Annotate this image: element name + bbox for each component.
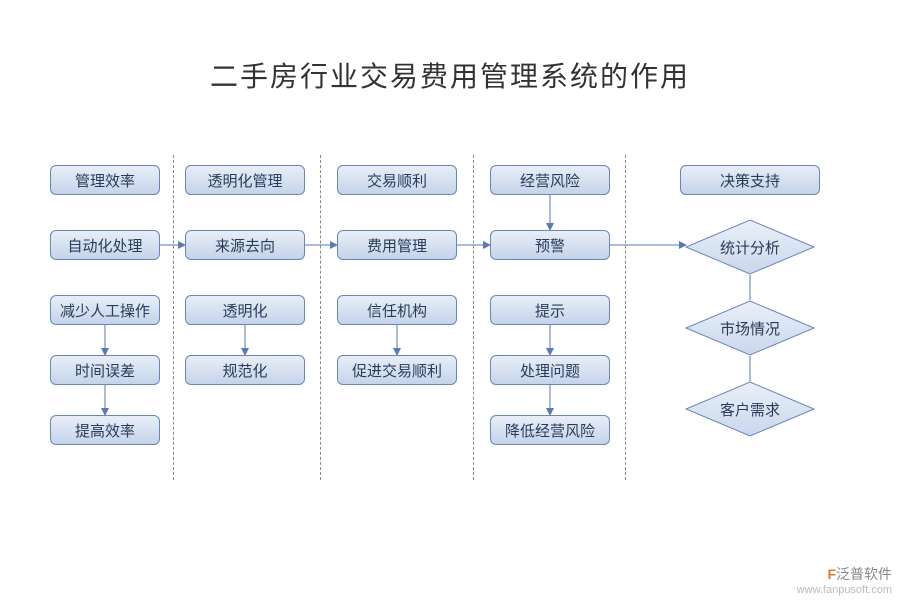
box-c5-header: 决策支持 <box>680 165 820 195</box>
box-c4-r4: 处理问题 <box>490 355 610 385</box>
box-c1-header: 管理效率 <box>50 165 160 195</box>
box-c3-r3: 信任机构 <box>337 295 457 325</box>
box-c3-r2: 费用管理 <box>337 230 457 260</box>
box-c4-r5: 降低经营风险 <box>490 415 610 445</box>
page-title: 二手房行业交易费用管理系统的作用 <box>0 55 900 95</box>
box-c4-r3: 提示 <box>490 295 610 325</box>
box-c3-header: 交易顺利 <box>337 165 457 195</box>
divider-1 <box>173 155 174 480</box>
box-c4-header: 经营风险 <box>490 165 610 195</box>
box-c1-r4: 时间误差 <box>50 355 160 385</box>
box-c2-r4: 规范化 <box>185 355 305 385</box>
box-c2-r2: 来源去向 <box>185 230 305 260</box>
box-c3-r4: 促进交易顺利 <box>337 355 457 385</box>
box-c1-r3: 减少人工操作 <box>50 295 160 325</box>
box-c4-r2: 预警 <box>490 230 610 260</box>
diamond-d2-label: 市场情况 <box>685 300 815 356</box>
divider-3 <box>473 155 474 480</box>
box-c1-r2: 自动化处理 <box>50 230 160 260</box>
diamond-d1-label: 统计分析 <box>685 219 815 275</box>
box-c2-header: 透明化管理 <box>185 165 305 195</box>
watermark: F泛普软件 www.fanpusoft.com <box>797 564 892 596</box>
diamond-d3-label: 客户需求 <box>685 381 815 437</box>
box-c1-r5: 提高效率 <box>50 415 160 445</box>
divider-2 <box>320 155 321 480</box>
box-c2-r3: 透明化 <box>185 295 305 325</box>
diamond-d3: 客户需求 <box>685 381 815 437</box>
diamond-d1: 统计分析 <box>685 219 815 275</box>
divider-4 <box>625 155 626 480</box>
diamond-d2: 市场情况 <box>685 300 815 356</box>
